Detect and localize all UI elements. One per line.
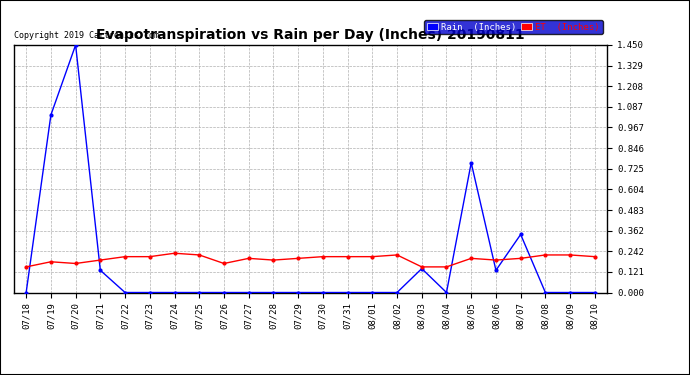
Title: Evapotranspiration vs Rain per Day (Inches) 20190811: Evapotranspiration vs Rain per Day (Inch…: [96, 28, 525, 42]
Legend: Rain  (Inches), ET  (Inches): Rain (Inches), ET (Inches): [424, 20, 602, 34]
Text: Copyright 2019 Cartronics.com: Copyright 2019 Cartronics.com: [14, 31, 159, 40]
